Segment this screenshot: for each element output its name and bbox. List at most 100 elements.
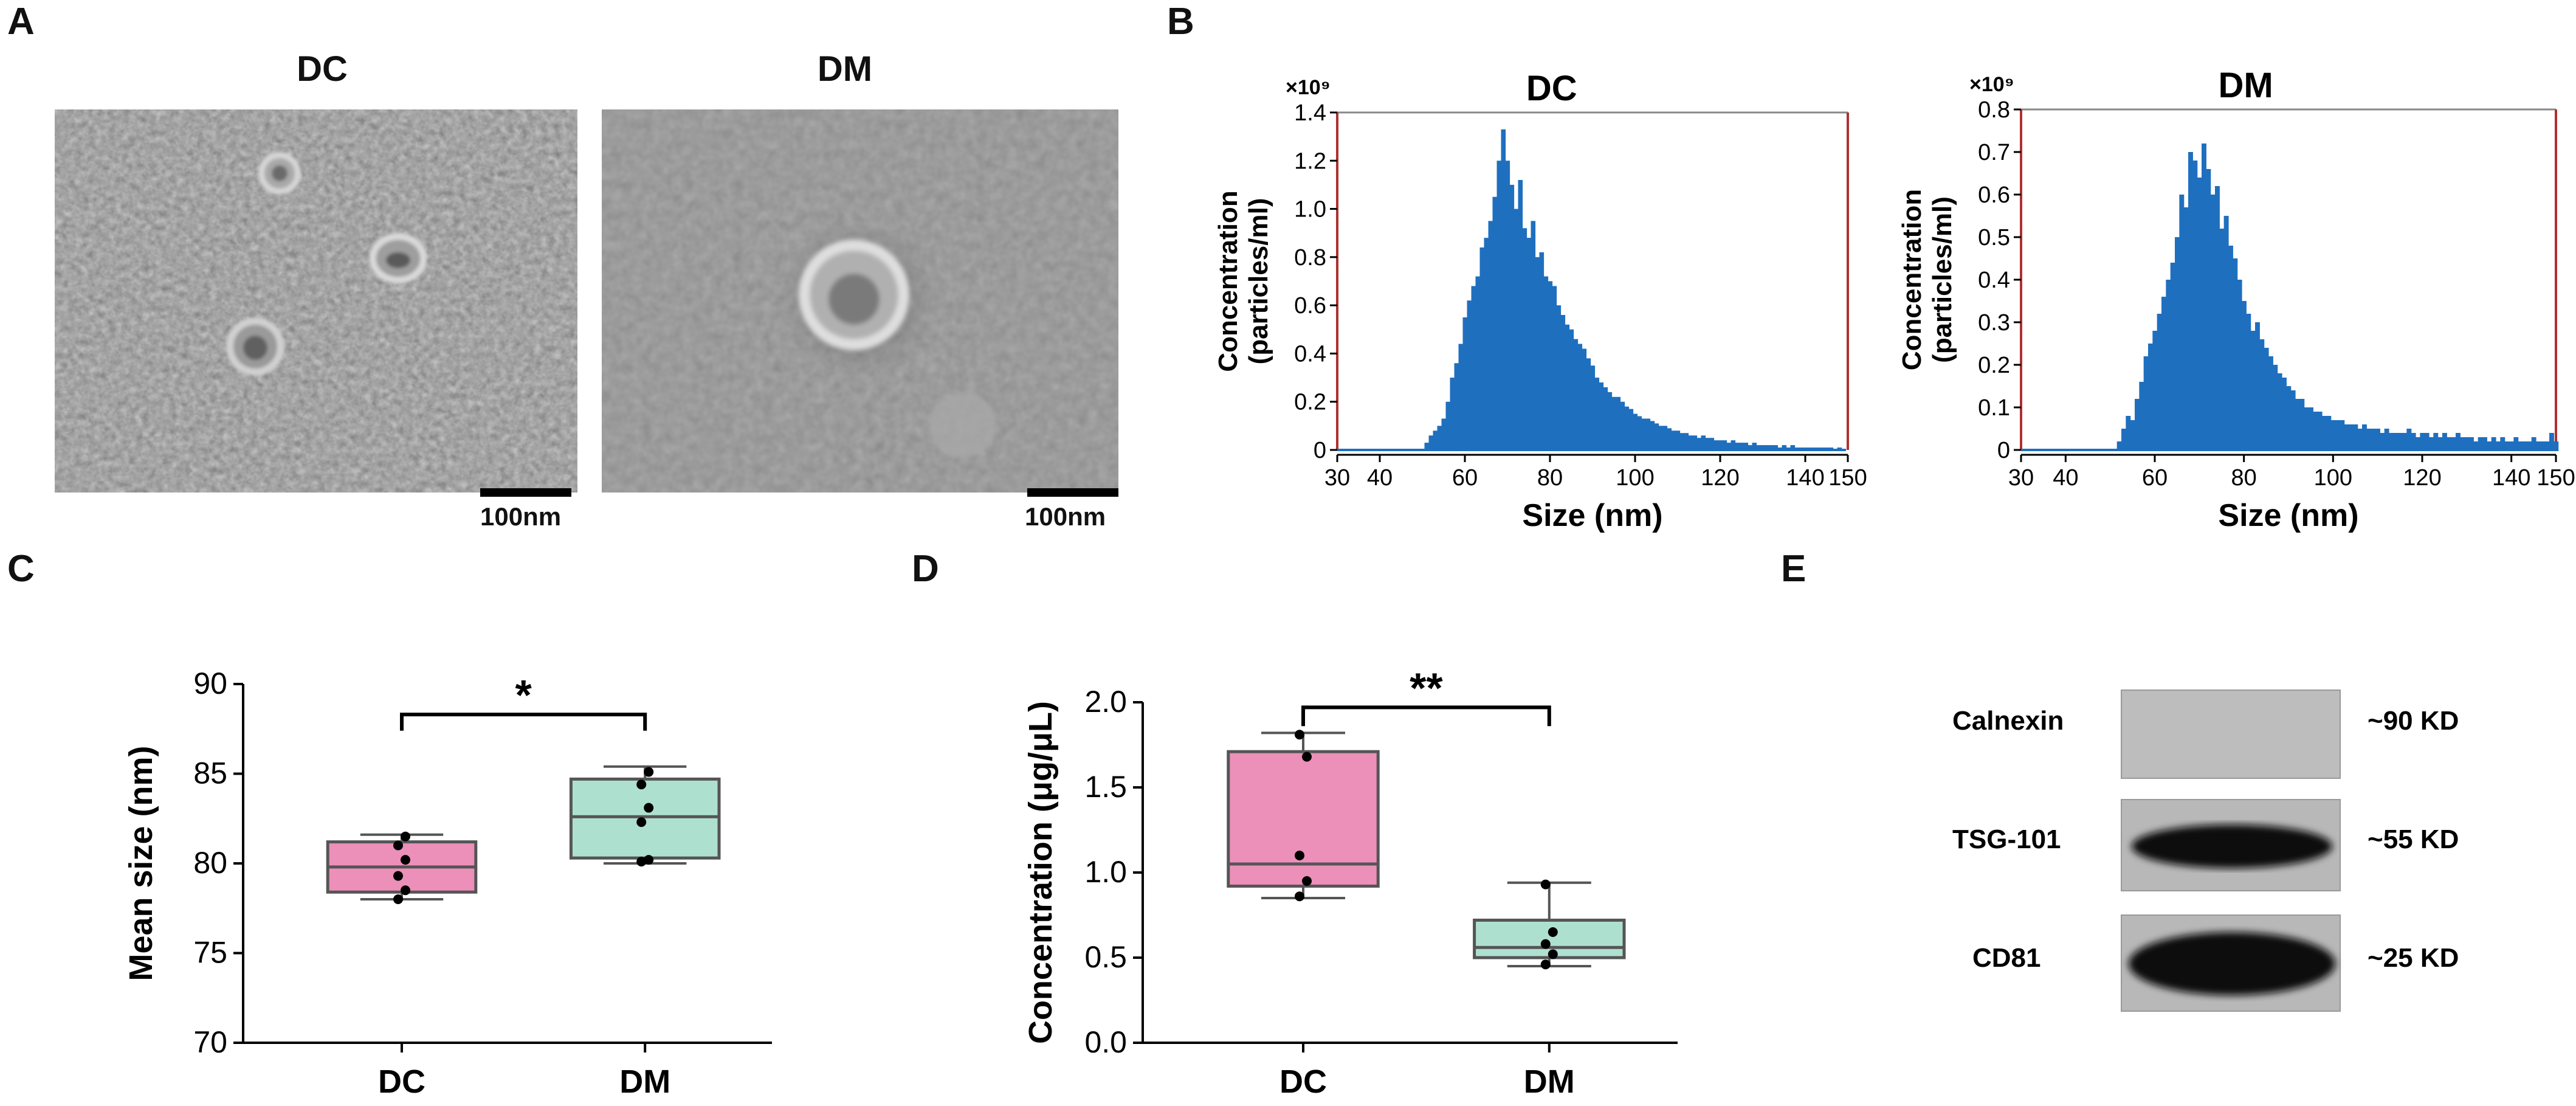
concentration-point xyxy=(1295,730,1304,740)
nta_dc-bar xyxy=(1552,286,1557,451)
nta_dc-bar xyxy=(1756,445,1762,451)
nta_dc-bar xyxy=(1684,433,1689,451)
nta_dc-bar xyxy=(1748,445,1753,451)
nta_dm-x-tick-label: 80 xyxy=(2231,465,2257,491)
nta_dm-bar xyxy=(2437,437,2443,451)
nta_dm-bar xyxy=(2375,429,2380,451)
nta_dc-bar xyxy=(1433,430,1438,451)
nta_dc-bar xyxy=(1475,276,1481,451)
mean_size-x-tick-label: DC xyxy=(378,1063,425,1100)
nta_dc-bar xyxy=(1479,247,1485,451)
nta_dc-bar xyxy=(1543,276,1549,451)
nta_dc-y-tick-label: 1.4 xyxy=(1294,100,1326,126)
nta_dc-bar xyxy=(1560,315,1566,451)
blot-band-tsg101 xyxy=(2132,824,2332,868)
mean_size-y-tick-label: 80 xyxy=(193,846,227,880)
nta_dm-bar xyxy=(2309,407,2313,451)
concentration-box-dc xyxy=(1227,750,1380,888)
mean_size-point xyxy=(644,855,654,865)
blot-size-tsg101: ~55 KD xyxy=(2368,824,2459,854)
mean_size-point xyxy=(636,779,647,790)
blot-size-calnexin: ~90 KD xyxy=(2368,706,2459,736)
mean_size-x-tick-label: DM xyxy=(619,1063,670,1100)
nta_dc-bar xyxy=(1569,329,1574,451)
nta_dm-bar xyxy=(2197,178,2202,451)
nta_dc-bar xyxy=(1709,438,1715,451)
nta_dm-bar xyxy=(2393,433,2399,451)
nta_dc-bar xyxy=(1833,449,1838,451)
nta_dm-bar xyxy=(2273,365,2278,451)
nta_dm-bar xyxy=(2202,143,2206,451)
nta_dc-bar xyxy=(1603,387,1608,451)
nta_dc-bar xyxy=(1488,221,1493,451)
nta_dm-bar xyxy=(2504,441,2510,451)
nta_dm-bar xyxy=(2121,429,2126,451)
nta_dm-bar xyxy=(2464,437,2470,451)
nta_dc-bar xyxy=(1645,418,1651,451)
nta_dm-bar xyxy=(2170,263,2175,451)
nta_dm-bar xyxy=(2402,433,2407,451)
nta_dm-y-tick-label: 0.7 xyxy=(1978,140,2010,165)
mean_size-y-tick-label: 85 xyxy=(193,756,227,790)
nta_dc-bar xyxy=(1590,365,1596,451)
nta_dm-bar xyxy=(2384,429,2389,451)
mean_size-significance-bracket xyxy=(400,713,647,731)
nta_dc-bar xyxy=(1437,426,1442,451)
nta_dm-bar xyxy=(2362,424,2367,451)
concentration-box-dm xyxy=(1473,918,1626,959)
nta_dc-bar xyxy=(1454,363,1459,451)
blot-lane-calnexin xyxy=(2121,690,2341,779)
tem-dc-scale-label: 100nm xyxy=(480,502,562,531)
nta_dc-bar xyxy=(1765,445,1770,451)
nta_dc-bar xyxy=(1424,443,1430,451)
nta_dm-bar xyxy=(2166,280,2171,451)
concentration-y-tick-label: 0.5 xyxy=(1084,940,1127,974)
nta_dc-bar xyxy=(1726,443,1732,451)
nta_dc-bar xyxy=(1679,433,1685,451)
nta_dm-y-label-line2: (particles/ml) xyxy=(1927,196,1957,363)
nta_dm-bar xyxy=(2473,441,2479,451)
nta_dm-bar xyxy=(2250,331,2256,451)
panel-letter-c: C xyxy=(7,548,35,590)
blot-size-cd81: ~25 KD xyxy=(2368,943,2459,973)
nta_dc-bar xyxy=(1616,396,1621,451)
nta_dc-bar xyxy=(1548,281,1553,451)
concentration-y-tick-label: 0.0 xyxy=(1084,1025,1127,1059)
nta_dm-bar xyxy=(2518,441,2523,451)
panel-letter-b: B xyxy=(1167,1,1194,43)
concentration-y-tick-label: 2.0 xyxy=(1084,685,1127,719)
nta_dc-bar xyxy=(1688,435,1693,451)
mean_size-box-dc xyxy=(326,840,478,894)
nta_dc-bar xyxy=(1760,445,1766,451)
blot-lane-cd81 xyxy=(2121,914,2341,1012)
nta_dc-bar xyxy=(1816,448,1821,451)
concentration-point xyxy=(1548,949,1558,959)
nta_dm-bar xyxy=(2349,424,2354,451)
nta_dm-bar xyxy=(2487,441,2492,451)
nta_dc-bar xyxy=(1841,449,1847,451)
nta_dc-bar xyxy=(1773,445,1779,451)
nta_dm-bar xyxy=(2371,429,2376,451)
nta_dm-y-label-line1: Concentration xyxy=(1897,189,1927,370)
nta_dc-bar xyxy=(1611,396,1617,451)
nta_dc-x-tick-label: 140 xyxy=(1786,465,1824,491)
blot-label-tsg101: TSG-101 xyxy=(1952,824,2061,854)
nta_dc-bar xyxy=(1658,426,1664,451)
nta_dm-bar xyxy=(2460,437,2465,451)
nta_dm-bar xyxy=(2228,246,2233,451)
nta_dm-bar xyxy=(2451,437,2456,451)
panel-letter-d: D xyxy=(912,548,939,590)
nta_dc-bar xyxy=(1539,252,1545,451)
nta_dc-bar xyxy=(1582,348,1587,451)
blot-label-calnexin: Calnexin xyxy=(1952,706,2064,736)
panel-letter-e: E xyxy=(1781,548,1806,590)
nta_dm-multiplier: ×10⁹ xyxy=(1969,73,2014,96)
concentration-y-tick-label: 1.5 xyxy=(1084,770,1127,804)
nta_dc-bar xyxy=(1628,409,1634,451)
nta_dm-x-tick-label: 150 xyxy=(2536,465,2575,491)
tem-dc-scale-bar xyxy=(480,488,571,497)
mean_size-y-tick-label: 75 xyxy=(193,936,227,970)
nta_dc-bar xyxy=(1577,344,1583,451)
nta_dc-bar xyxy=(1654,423,1659,451)
nta_dc-bar xyxy=(1701,435,1706,451)
